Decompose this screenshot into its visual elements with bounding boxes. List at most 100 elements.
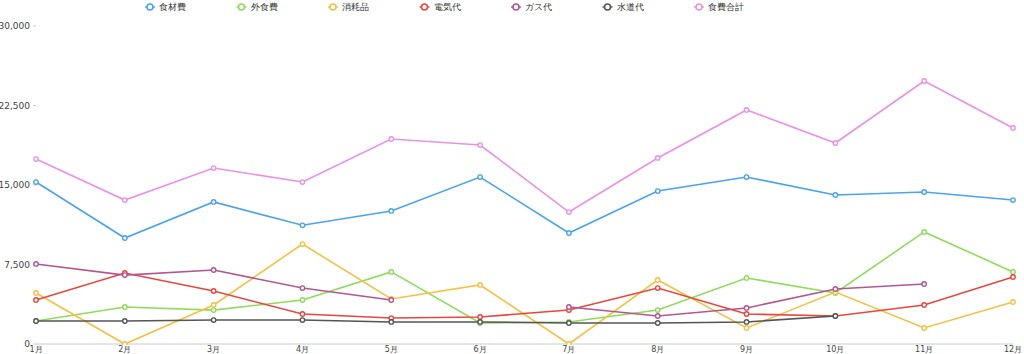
legend-swatch — [696, 4, 702, 10]
series-marker — [744, 175, 748, 179]
series-marker — [211, 318, 215, 322]
series-marker — [478, 143, 482, 147]
series-marker — [123, 273, 127, 277]
series-marker — [211, 200, 215, 204]
series-marker — [567, 210, 571, 214]
series-marker — [211, 289, 215, 293]
series-marker — [833, 287, 837, 291]
y-tick-label: 7,500 — [4, 260, 30, 270]
x-tick-label: 4月 — [296, 345, 309, 354]
series-marker — [922, 230, 926, 234]
series-marker — [833, 314, 837, 318]
series-marker — [478, 175, 482, 179]
series-marker — [744, 312, 748, 316]
legend-swatch — [330, 4, 336, 10]
series-line — [36, 81, 1013, 212]
series-marker — [833, 193, 837, 197]
legend-swatch — [239, 4, 245, 10]
series-marker — [34, 298, 38, 302]
y-tick — [33, 105, 36, 106]
y-tick-label: 15,000 — [0, 180, 30, 190]
series-marker — [211, 308, 215, 312]
series-marker — [300, 223, 304, 227]
series-marker — [123, 198, 127, 202]
series-marker — [1011, 270, 1015, 274]
series-marker — [833, 141, 837, 145]
series-marker — [300, 286, 304, 290]
series-marker — [744, 306, 748, 310]
series-marker — [34, 319, 38, 323]
x-tick-label: 7月 — [562, 345, 575, 354]
series-marker — [922, 303, 926, 307]
legend-label: 消耗品 — [342, 2, 369, 12]
legend: 食材費外食費消耗品電気代ガス代水道代食費合計 — [145, 2, 744, 12]
series-marker — [211, 303, 215, 307]
chart: 07,50015,00022,50030,0001月2月3月4月5月6月7月8月… — [0, 0, 1024, 354]
series-marker — [300, 180, 304, 184]
x-tick-label: 10月 — [826, 345, 844, 354]
series-marker — [123, 319, 127, 323]
series-marker — [567, 321, 571, 325]
x-tick-label: 2月 — [118, 345, 131, 354]
series-marker — [389, 298, 393, 302]
series-marker — [300, 312, 304, 316]
series-marker — [34, 157, 38, 161]
series-marker — [656, 278, 660, 282]
series-marker — [389, 137, 393, 141]
y-tick — [33, 26, 36, 27]
legend-label: 外食費 — [251, 2, 278, 12]
series-marker — [300, 298, 304, 302]
series-marker — [1011, 126, 1015, 130]
series-marker — [833, 314, 837, 318]
series-marker — [744, 326, 748, 330]
series-marker — [744, 276, 748, 280]
series-marker — [389, 209, 393, 213]
series-marker — [922, 282, 926, 286]
x-axis — [36, 344, 1013, 345]
legend-label: 水道代 — [617, 2, 644, 12]
series-marker — [478, 283, 482, 287]
series-marker — [567, 342, 571, 345]
legend-swatch — [422, 4, 428, 10]
series-marker — [656, 286, 660, 290]
series-marker — [656, 314, 660, 318]
series-marker — [123, 236, 127, 240]
series-marker — [1011, 198, 1015, 202]
series-marker — [34, 291, 38, 295]
x-tick-label: 1月 — [29, 345, 42, 354]
legend-swatch — [513, 4, 519, 10]
series-line — [36, 264, 924, 316]
series-marker — [922, 79, 926, 83]
legend-label: 食材費 — [159, 2, 186, 12]
legend-swatch — [147, 4, 153, 10]
series-marker — [656, 321, 660, 325]
series-marker — [211, 166, 215, 170]
series-marker — [744, 320, 748, 324]
series-marker — [656, 308, 660, 312]
x-tick-label: 6月 — [474, 345, 487, 354]
series-line — [36, 232, 1013, 323]
series-marker — [123, 305, 127, 309]
y-tick-label: 22,500 — [0, 101, 30, 111]
series-marker — [1011, 275, 1015, 279]
series-marker — [744, 108, 748, 112]
series-marker — [656, 156, 660, 160]
y-tick-label: 30,000 — [0, 21, 30, 31]
series-marker — [478, 315, 482, 319]
x-tick-label: 12月 — [1004, 345, 1022, 354]
series-line — [36, 244, 1013, 344]
x-tick-label: 8月 — [651, 345, 664, 354]
series-line — [36, 316, 835, 323]
series-marker — [123, 342, 127, 345]
legend-label: ガス代 — [525, 2, 552, 12]
series-marker — [922, 326, 926, 330]
series-marker — [389, 270, 393, 274]
series-line — [36, 177, 1013, 238]
series-marker — [389, 320, 393, 324]
series-line — [36, 273, 1013, 318]
series-marker — [922, 190, 926, 194]
legend-label: 電気代 — [434, 2, 461, 12]
x-tick-label: 11月 — [915, 345, 933, 354]
series-marker — [34, 319, 38, 323]
x-tick-label: 5月 — [385, 345, 398, 354]
